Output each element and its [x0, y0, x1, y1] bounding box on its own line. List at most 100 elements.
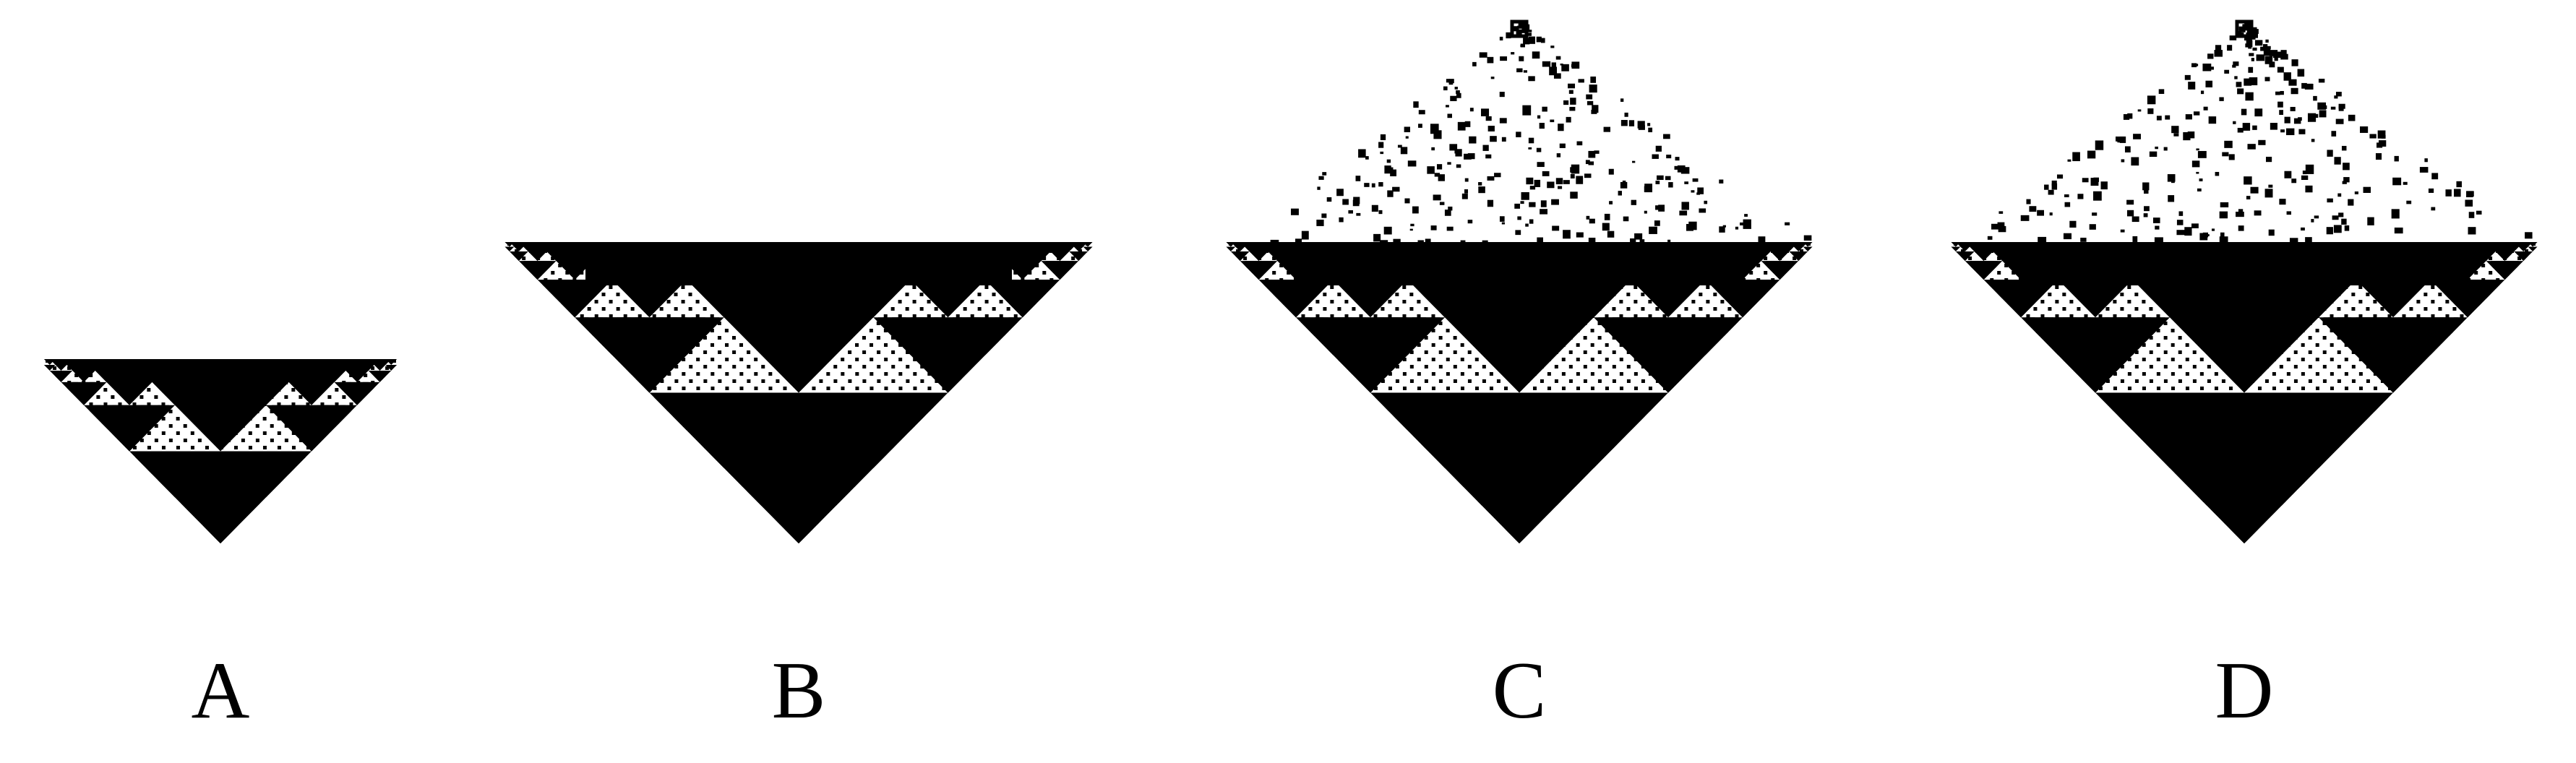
triangle-d-b-l-l-l-b-band — [2109, 402, 2119, 408]
triangle-a-r-l-r-b-band — [283, 370, 295, 376]
triangle-b-b-l-l-l-l-core — [653, 397, 664, 402]
triangle-a-l-l-l-l-core — [43, 364, 56, 371]
triangle-b-r-r-b-b-r-core — [1027, 303, 1037, 309]
triangle-b-l-b-r-l-b-core — [663, 331, 673, 337]
triangle-b-r-r-r-l-r-band — [1046, 242, 1055, 247]
triangle-c-b-b-b-l-band — [1491, 505, 1511, 515]
triangle-b-r-r-b-b-r-band — [1027, 298, 1037, 303]
triangle-b-r-b-r-l-r-band — [971, 317, 981, 322]
triangle-a-b-l-r-r-band — [203, 451, 215, 457]
triangle-c-l-l-b-r-l-core — [1300, 284, 1310, 290]
triangle-d-l-b-b-l-b-core — [2071, 368, 2082, 374]
triangle-d-r-b-r-b-r-band — [2434, 336, 2444, 341]
triangle-c-r-r-r-r-b-band — [1793, 251, 1803, 257]
triangle-b-l-l-b-l-r-band — [560, 280, 570, 285]
triangle-d-l-b-b-r-l-core — [2100, 359, 2110, 365]
triangle-b-b-b-l-b-band — [752, 486, 771, 496]
triangle-d-r-b-b-l-b-band — [2369, 364, 2379, 369]
triangle-a-b-b-r-r-core — [249, 503, 261, 509]
triangle-c-r-b-r-b-b-band — [1701, 345, 1710, 350]
triangle-b-b-r-r-b-b-band — [906, 421, 916, 426]
triangle-c-b-r-l-b-band — [1547, 411, 1566, 421]
triangle-b-l-b-l-b-r-core — [617, 340, 627, 346]
triangle-c-r-r-b-b-l-band — [1728, 298, 1738, 303]
triangle-d-b-r-l-r-l-core — [2285, 397, 2296, 402]
triangle-d-b-b-b-l-b-band — [2220, 514, 2231, 520]
triangle-d-b-r-r-l-l-band — [2323, 392, 2333, 398]
triangle-a-b-r-r-r-core — [294, 457, 306, 463]
triangle-b-b-l-r-r-l-band — [765, 392, 776, 398]
triangle-d-b-b-r-l-r-core — [2267, 473, 2277, 478]
triangle-d-r-l-b-l-l-core — [2285, 284, 2296, 290]
triangle-a-l-r-r-b-core — [192, 376, 204, 382]
triangle-b-b-b-l-l-l-band — [729, 467, 739, 473]
triangle-c-r-r-b-b-r-band — [1747, 298, 1757, 303]
triangle-c-b-b-b-l-b-band — [1495, 514, 1506, 520]
triangle-d-r-b-b-l-band — [2365, 355, 2384, 365]
triangle-c-b-l-r-b-b-band — [1477, 421, 1487, 426]
triangle-c-r-l-b-r-b-core — [1607, 293, 1618, 299]
triangle-d-b-r-l-b-b-core — [2277, 426, 2286, 431]
triangle-a-r-b-l-l-band — [271, 405, 283, 411]
triangle-a-b-l-b-l-core — [158, 480, 170, 486]
triangle-a-b-r-l-r-core — [249, 457, 261, 463]
triangle-d-r-b-b-r-b-core — [2407, 368, 2417, 374]
triangle-b-r-b-l-b-b-core — [906, 350, 916, 355]
triangle-c-r-b-b-r-b-core — [1682, 368, 1692, 374]
triangle-d-l-l-b-b-l-core — [2006, 303, 2017, 309]
triangle-c-r-b-b-l-l-band — [1635, 355, 1645, 360]
triangle-c-l-b-b-r-r-core — [1394, 359, 1404, 365]
triangle-c-r-b-b-r-r-band — [1691, 355, 1701, 360]
triangle-b-b-b-b-b-l-core — [784, 529, 794, 534]
panel-b: B — [448, 0, 1142, 763]
triangle-a-b-l-b-l-band — [158, 474, 170, 480]
triangle-b-b-r-l-l-l-core — [803, 397, 813, 402]
triangle-c-r-b-b-r-l-core — [1673, 359, 1683, 365]
triangle-c-r-b-b-r-r-core — [1691, 359, 1701, 365]
triangle-b-l-l-l-b-b-band — [533, 270, 543, 275]
triangle-c-l-b-b-b-band — [1361, 374, 1380, 384]
triangle-d-b-b-r-l-r-band — [2267, 467, 2277, 473]
triangle-c-l-b-b-b-l-core — [1356, 378, 1366, 384]
triangle-b-b-l-l-l-b-band — [663, 402, 673, 408]
triangle-b-r-r-b-r-b-band — [1036, 289, 1047, 294]
triangle-d-b-r-b-b-b-band — [2314, 458, 2324, 464]
triangle-d-l-b-l-l-band — [2030, 317, 2049, 327]
triangle-c-r-r-r-b-r-band — [1784, 261, 1794, 266]
triangle-b-l-b-r-r-r-band — [710, 317, 720, 322]
triangle-b-b-b-b-l-b-band — [775, 514, 785, 520]
triangle-c-b-l-b-r-r-band — [1468, 430, 1478, 436]
triangle-b-l-b-l-l-band — [584, 317, 603, 327]
triangle-c-b-b-b-b-r-band — [1524, 524, 1534, 530]
triangle-d-r-b-l-b-b-band — [2351, 345, 2361, 350]
triangle-a-l-b-b-band — [118, 428, 141, 440]
triangle-d-b-l-r-r-r-band — [2230, 392, 2240, 398]
triangle-b-l-b-r-l-band — [658, 317, 678, 327]
triangle-c-b-r-b-b-l-band — [1579, 449, 1589, 454]
triangle-d-l-b-b-l-b-band — [2071, 364, 2082, 369]
triangle-d-b-r-r-r-l-band — [2360, 392, 2370, 398]
triangle-c-b-b-l-r-l-core — [1486, 473, 1496, 478]
triangle-b-l-b-b-b-r-band — [653, 374, 664, 379]
triangle-b-l-l-b-b-band — [565, 298, 585, 309]
triangle-d-r-b-b-r-b-band — [2407, 364, 2417, 369]
triangle-b-r-b-r-l-band — [957, 317, 976, 327]
triangle-b-b-b-b-l-b-core — [775, 520, 785, 525]
triangle-c-b-l-r-b-l-core — [1468, 416, 1478, 421]
triangle-a-b-b-r-b-band — [237, 509, 249, 515]
triangle-c-l-l-l-r-r-core — [1281, 246, 1292, 252]
triangle-b-b-l-l-r-r-core — [710, 397, 720, 402]
triangle-c-b-r-l-l-b-core — [1533, 407, 1543, 412]
triangle-d-l-l-b-b-r-core — [2025, 303, 2035, 309]
triangle-b-l-b-b-l-r-band — [635, 355, 645, 360]
triangle-b-r-l-b-r-b-core — [887, 293, 897, 299]
triangle-b-l-l-b-r-l-core — [579, 284, 589, 290]
triangle-d-b-b-b-b-b-core — [2239, 538, 2249, 543]
triangle-c-b-b-l-r-b-band — [1495, 477, 1506, 483]
triangle-b-b-l-b-b-r-band — [729, 449, 739, 454]
automaton-pattern-b — [505, 242, 1093, 543]
triangle-d-b-r-r-r-band — [2365, 392, 2384, 402]
triangle-d-l-r-b-l-r-core — [2155, 284, 2165, 290]
triangle-d-r-r-b-r-b-core — [2481, 293, 2491, 299]
triangle-c-b-b-l-b-l-core — [1468, 491, 1478, 496]
